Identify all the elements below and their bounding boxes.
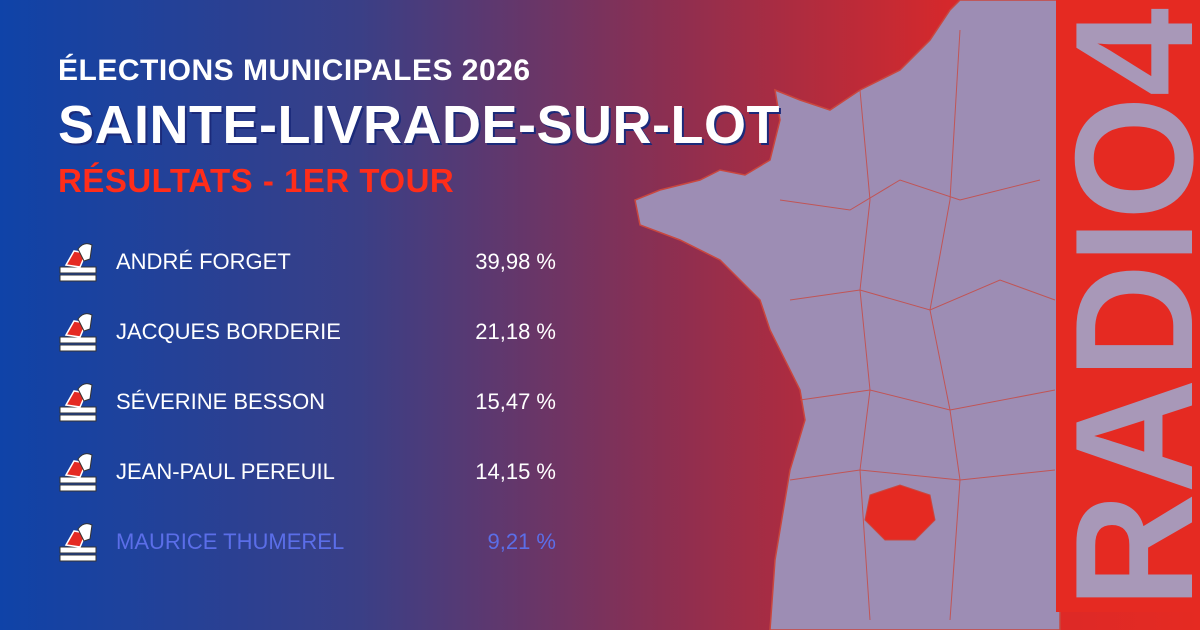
ballot-icon [59,313,97,352]
france-map [634,0,1061,630]
subtitle: RÉSULTATS - 1ER TOUR [58,162,455,199]
logo-background [1056,0,1200,612]
ballot-icon [59,453,97,492]
region-highlight [864,484,936,541]
ballot-icon [59,523,97,562]
logo: RADIO4 [1040,8,1200,608]
candidate-name: SÉVERINE BESSON [116,389,326,414]
result-row: SÉVERINE BESSON 15,47 % [56,377,576,427]
result-row: ANDRÉ FORGET 39,98 % [56,237,576,287]
department-borders [779,29,1056,621]
result-row: JACQUES BORDERIE 21,18 % [56,307,576,357]
result-row: JEAN-PAUL PEREUIL 14,15 % [56,447,576,497]
candidate-percent: 21,18 % [475,319,556,344]
candidate-percent: 9,21 % [487,529,557,554]
candidate-name: JACQUES BORDERIE [116,319,341,344]
candidate-name: ANDRÉ FORGET [116,249,291,274]
candidate-name: MAURICE THUMEREL [116,529,345,554]
result-row: MAURICE THUMEREL 9,21 % [56,517,576,567]
kicker: ÉLECTIONS MUNICIPALES 2026 [58,54,531,87]
candidate-percent: 14,15 % [475,459,556,484]
candidate-percent: 15,47 % [475,389,556,414]
ballot-icon [59,243,97,282]
candidate-percent: 39,98 % [475,249,556,274]
candidate-name: JEAN-PAUL PEREUIL [116,459,335,484]
title: SAINTE-LIVRADE-SUR-LOT [58,95,780,155]
ballot-icon [59,383,97,422]
